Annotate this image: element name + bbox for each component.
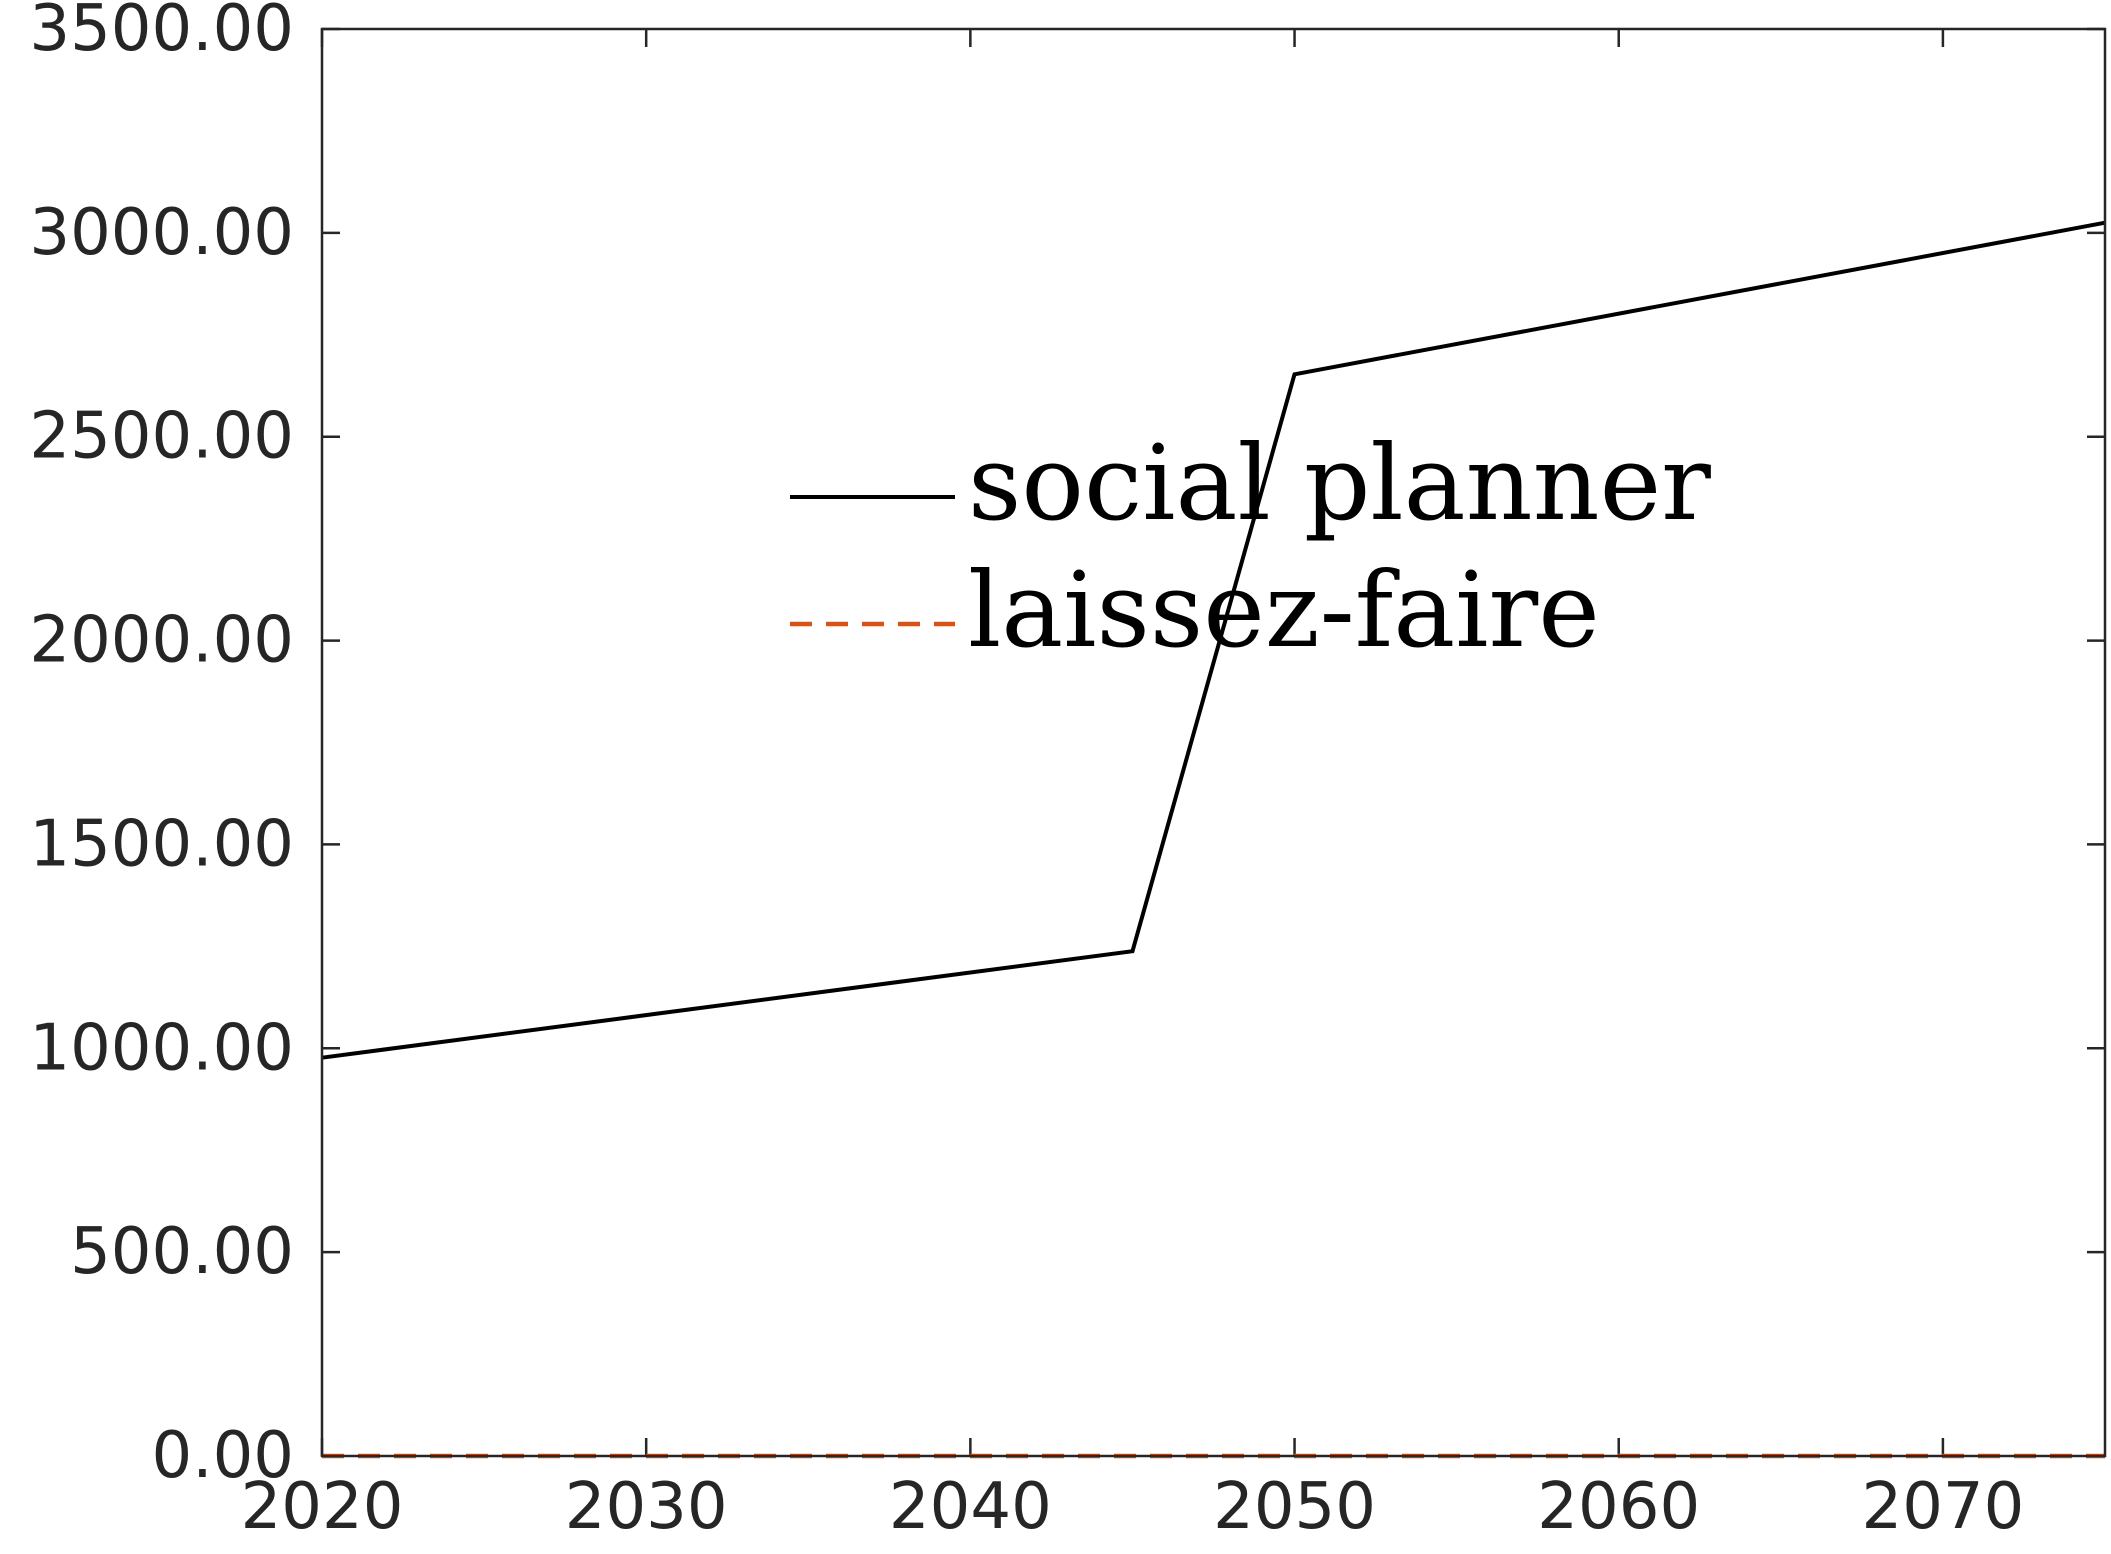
y-tick-label: 0.00 [152,1419,295,1493]
series-line-social-planner [321,220,2106,1060]
y-tick-label: 3500.00 [29,0,294,66]
y-tick-label: 1000.00 [29,1011,294,1085]
y-axis-ticks [322,27,2105,1458]
x-tick-label: 2070 [1861,1470,2024,1544]
plot-background [322,29,2105,1456]
y-tick-label: 1500.00 [29,807,294,881]
y-tick-label: 500.00 [70,1215,294,1289]
x-tick-label: 2030 [565,1470,728,1544]
y-axis-tick-labels: 0.00 500.00 1000.00 1500.00 2000.00 2500.00 30… [29,0,294,1493]
x-tick-label: 2020 [241,1470,404,1544]
legend-label: social planner [968,422,1711,544]
x-tick-label: 2040 [889,1470,1052,1544]
x-axis-tick-labels: 2020 2030 2040 2050 2060 2070 [241,1470,2025,1544]
y-tick-label: 2000.00 [29,604,294,678]
y-tick-label: 3000.00 [29,196,294,270]
legend-label: laissez-faire [968,549,1600,671]
x-tick-label: 2060 [1537,1470,1700,1544]
x-tick-label: 2050 [1213,1470,1376,1544]
plot-frame [320,27,2107,1458]
y-tick-label: 2500.00 [29,400,294,474]
